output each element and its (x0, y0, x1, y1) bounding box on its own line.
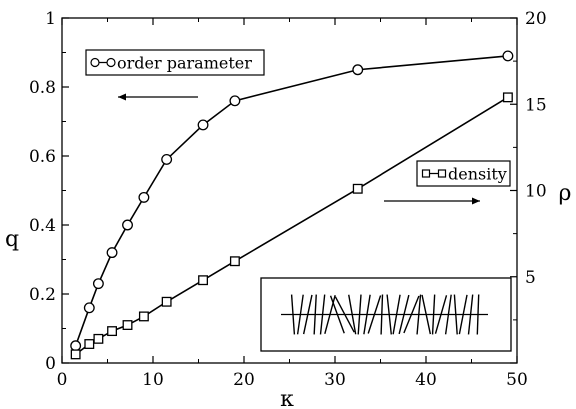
density-legend-label: density (448, 165, 507, 184)
left-y-tick-label: 1 (45, 9, 56, 29)
inset-rod (431, 294, 436, 335)
right-y-tick-label: 10 (525, 182, 547, 202)
density-point (352, 183, 363, 194)
order-parameter-point (502, 50, 514, 62)
left-y-tick-label: 0.6 (29, 147, 56, 167)
x-axis: 0 10 20 30 40 50 (57, 18, 528, 390)
right-y-axis: 5 10 15 20 (510, 9, 547, 364)
order-parameter-point (83, 302, 95, 314)
x-axis-label: κ (280, 387, 294, 409)
left-y-axis: 0 0.2 0.4 0.6 0.8 1 (29, 9, 69, 374)
order-parameter-legend-box (85, 49, 265, 76)
inset-rod (363, 294, 371, 335)
density-point (122, 320, 133, 331)
x-tick-label: 10 (142, 370, 164, 390)
density-legend-marker (437, 169, 447, 178)
order-parameter-point (122, 219, 133, 231)
rod-configuration-inset (260, 277, 512, 352)
left-y-tick-label: 0 (45, 354, 56, 374)
inset-rod (357, 294, 362, 335)
series-layer (70, 50, 514, 360)
left-y-axis-label: q (5, 227, 19, 252)
x-tick-label: 30 (324, 370, 346, 390)
density-point (502, 92, 513, 103)
order-parameter-point (197, 119, 209, 131)
inset-rod (386, 294, 392, 335)
x-tick-label: 50 (506, 370, 528, 390)
inset-rod (392, 294, 401, 335)
inset-rod (444, 294, 452, 335)
density-point (138, 311, 149, 322)
inset-rod (319, 294, 326, 335)
right-y-axis-label: ρ (559, 181, 572, 206)
inset-rod (416, 294, 422, 335)
inset-rod (398, 294, 410, 335)
inset-rod (313, 294, 317, 335)
inset-rod (329, 295, 345, 334)
inset-rod (467, 294, 474, 335)
order-parameter-point (106, 247, 118, 259)
right-y-tick-label: 5 (525, 268, 536, 288)
order-parameter-point (161, 153, 173, 165)
order-parameter-point (70, 340, 82, 352)
inset-rod (296, 294, 304, 335)
density-arrow-head (472, 197, 480, 205)
order-parameter-legend-label: order parameter (117, 54, 252, 73)
inset-rod (421, 294, 432, 335)
x-tick-label: 0 (57, 370, 68, 390)
inset-rod (458, 294, 468, 335)
right-y-tick-label: 15 (525, 95, 547, 115)
order-parameter-point (138, 191, 150, 203)
density-point (229, 256, 240, 267)
density-point (198, 275, 209, 286)
inset-rod (334, 296, 355, 333)
right-y-tick-label: 20 (525, 9, 547, 29)
density-legend-marker (421, 169, 431, 178)
density-point (84, 339, 95, 349)
inset-rod (476, 294, 480, 335)
inset-rod (403, 295, 420, 334)
order-parameter-legend-marker (90, 57, 100, 68)
density-point (93, 333, 104, 344)
x-tick-label: 20 (233, 370, 255, 390)
inset-rod (302, 294, 313, 335)
left-y-tick-label: 0.4 (29, 216, 56, 236)
order-parameter-point (229, 95, 241, 107)
order-parameter-arrow-head (118, 93, 126, 101)
inset-rod (434, 295, 448, 334)
order-parameter-point (92, 278, 104, 290)
inset-rod (348, 294, 357, 335)
order-parameter-legend-marker (106, 57, 116, 68)
x-tick-label: 40 (415, 370, 437, 390)
inset-rod (380, 294, 384, 335)
order-parameter-point (352, 64, 364, 76)
inset-rod (290, 294, 296, 335)
inset-rod (367, 295, 382, 334)
inset-rod (453, 294, 458, 335)
legend-layer: order parameter density (85, 49, 511, 205)
density-point (70, 349, 81, 360)
left-y-tick-label: 0.2 (29, 285, 56, 305)
left-y-tick-label: 0.8 (29, 78, 56, 98)
density-point (107, 326, 118, 337)
density-point (161, 296, 172, 307)
